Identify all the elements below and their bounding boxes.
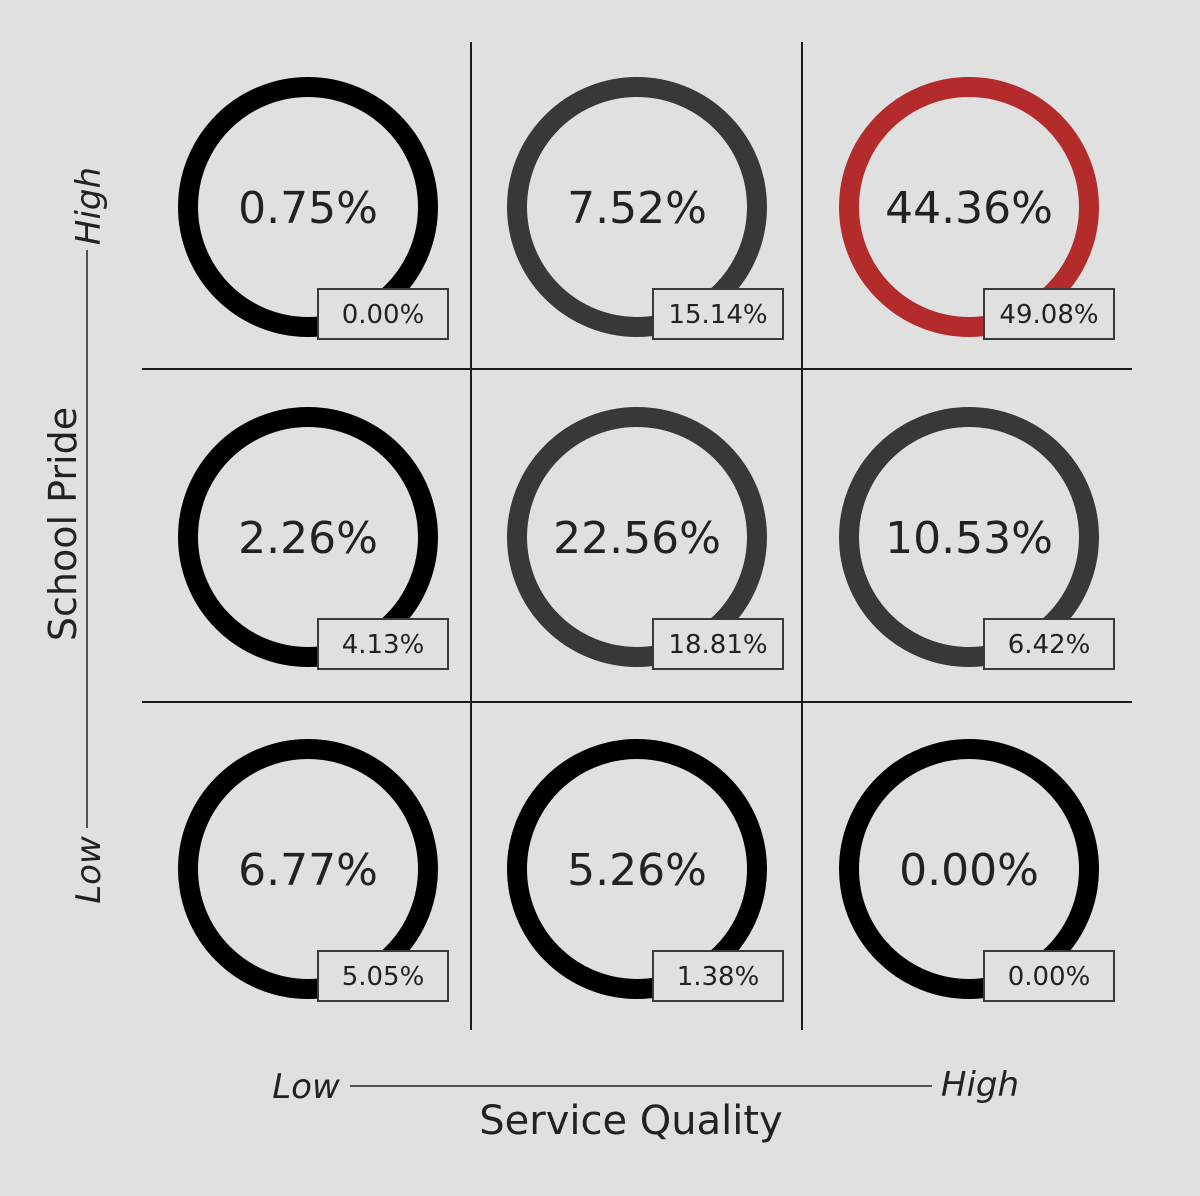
cell-value-1-1: 22.56% <box>553 513 721 564</box>
x-axis-high-label: High <box>941 1065 1019 1105</box>
ring-1-1 <box>507 407 767 667</box>
compare-value-0-1: 15.14% <box>668 300 767 330</box>
x-axis-low-label: Low <box>272 1067 340 1107</box>
compare-value-1-0: 4.13% <box>342 630 425 660</box>
compare-box-0-2 <box>983 288 1115 340</box>
y-axis-high-label: High <box>69 167 109 245</box>
compare-value-1-2: 6.42% <box>1008 630 1091 660</box>
compare-box-2-1 <box>652 950 784 1002</box>
x-axis-title: Service Quality <box>479 1098 782 1144</box>
compare-value-0-2: 49.08% <box>999 300 1098 330</box>
y-axis-title: School Pride <box>41 407 85 641</box>
y-axis-low-label: Low <box>69 836 109 904</box>
compare-box-1-2 <box>983 618 1115 670</box>
ring-0-1 <box>507 77 767 337</box>
compare-box-0-0 <box>317 288 449 340</box>
compare-value-2-2: 0.00% <box>1008 962 1091 992</box>
cell-value-2-2: 0.00% <box>899 845 1039 896</box>
ring-2-2 <box>839 739 1099 999</box>
cell-value-2-0: 6.77% <box>238 845 378 896</box>
compare-value-1-1: 18.81% <box>668 630 767 660</box>
cell-value-2-1: 5.26% <box>567 845 707 896</box>
ring-1-2 <box>839 407 1099 667</box>
compare-value-2-1: 1.38% <box>677 962 760 992</box>
compare-box-1-1 <box>652 618 784 670</box>
cell-value-1-2: 10.53% <box>885 513 1053 564</box>
cell-value-0-1: 7.52% <box>567 183 707 234</box>
compare-box-0-1 <box>652 288 784 340</box>
ring-2-0 <box>178 739 438 999</box>
compare-box-2-2 <box>983 950 1115 1002</box>
compare-value-2-0: 5.05% <box>342 962 425 992</box>
compare-value-0-0: 0.00% <box>342 300 425 330</box>
ring-1-0 <box>178 407 438 667</box>
cell-value-1-0: 2.26% <box>238 513 378 564</box>
cell-value-0-0: 0.75% <box>238 183 378 234</box>
cells-group: 0.75% 0.00% 7.52% 15.14% 44.36% 49.08% 2.26% 4.… <box>178 77 1115 1002</box>
ring-2-1 <box>507 739 767 999</box>
ring-0-2 <box>839 77 1099 337</box>
cell-value-0-2: 44.36% <box>885 183 1053 234</box>
compare-box-2-0 <box>317 950 449 1002</box>
ring-0-0 <box>178 77 438 337</box>
compare-box-1-0 <box>317 618 449 670</box>
